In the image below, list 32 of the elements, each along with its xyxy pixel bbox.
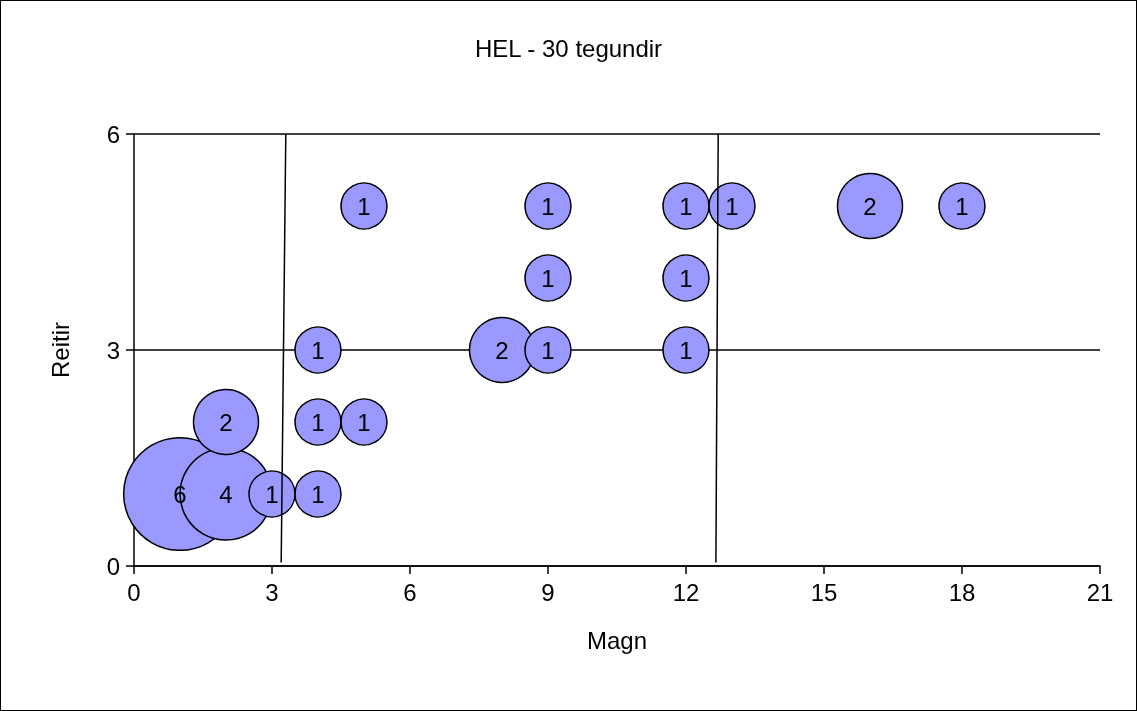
- x-tick-label: 9: [541, 578, 555, 606]
- x-tick-label: 0: [127, 578, 141, 606]
- data-label: 1: [357, 408, 371, 436]
- y-tick-label: 0: [106, 552, 120, 580]
- data-label: 1: [541, 264, 555, 292]
- data-label: 4: [219, 480, 233, 508]
- x-tick-label: 3: [265, 578, 279, 606]
- x-tick-label: 18: [948, 578, 976, 606]
- data-label: 1: [725, 192, 739, 220]
- chart-title: HEL - 30 tegundir: [474, 34, 663, 62]
- x-axis-title: Magn: [586, 626, 648, 654]
- y-tick-label: 6: [106, 120, 120, 148]
- data-label: 1: [541, 336, 555, 364]
- y-axis-title: Reitir: [46, 321, 74, 379]
- data-label: 1: [679, 264, 693, 292]
- data-label: 2: [863, 192, 877, 220]
- data-label: 2: [495, 336, 509, 364]
- data-label: 1: [357, 192, 371, 220]
- x-tick-label: 12: [672, 578, 700, 606]
- data-label: 1: [679, 336, 693, 364]
- data-label: 1: [265, 480, 279, 508]
- data-label: 1: [679, 192, 693, 220]
- y-tick-label: 3: [106, 336, 120, 364]
- x-tick-label: 6: [403, 578, 417, 606]
- data-label: 2: [219, 408, 233, 436]
- x-tick-label: 15: [810, 578, 838, 606]
- x-tick-label: 21: [1086, 578, 1114, 606]
- data-label: 1: [541, 192, 555, 220]
- data-label: 1: [311, 336, 325, 364]
- data-label: 1: [311, 480, 325, 508]
- data-label: 1: [311, 408, 325, 436]
- data-label: 1: [955, 192, 969, 220]
